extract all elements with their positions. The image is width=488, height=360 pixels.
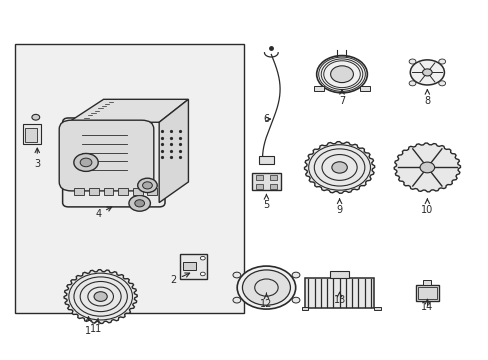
Circle shape <box>138 178 157 193</box>
Circle shape <box>438 81 445 86</box>
Bar <box>15 44 244 313</box>
Bar <box>259 156 273 164</box>
Bar <box>313 86 323 91</box>
Text: 14: 14 <box>420 299 432 312</box>
Circle shape <box>408 81 415 86</box>
Circle shape <box>32 114 40 120</box>
Circle shape <box>129 195 150 211</box>
Circle shape <box>316 55 366 93</box>
Circle shape <box>80 158 92 167</box>
Polygon shape <box>68 99 188 122</box>
Bar <box>183 262 196 270</box>
FancyBboxPatch shape <box>62 118 164 207</box>
Circle shape <box>422 69 431 76</box>
Polygon shape <box>393 143 460 192</box>
FancyBboxPatch shape <box>59 120 154 191</box>
Bar <box>180 253 206 279</box>
Text: 5: 5 <box>263 194 269 210</box>
Circle shape <box>232 272 240 278</box>
Circle shape <box>331 162 346 173</box>
Bar <box>25 128 37 142</box>
Circle shape <box>242 270 290 305</box>
Circle shape <box>330 66 353 82</box>
Text: 11: 11 <box>89 318 102 334</box>
Circle shape <box>74 153 98 171</box>
Polygon shape <box>64 270 137 323</box>
Circle shape <box>135 200 144 207</box>
Circle shape <box>200 256 205 260</box>
Text: 10: 10 <box>420 199 432 216</box>
Bar <box>255 184 262 189</box>
Circle shape <box>291 297 299 303</box>
Bar <box>360 86 369 91</box>
Circle shape <box>438 59 445 64</box>
Bar <box>305 278 373 308</box>
Polygon shape <box>304 141 374 193</box>
Circle shape <box>142 182 152 189</box>
Bar <box>423 280 430 285</box>
Circle shape <box>232 297 240 303</box>
Bar <box>269 184 276 189</box>
Circle shape <box>291 272 299 278</box>
Bar <box>255 175 262 180</box>
Bar <box>133 188 142 194</box>
Text: 3: 3 <box>34 148 40 169</box>
Polygon shape <box>159 99 188 203</box>
Bar <box>103 188 113 194</box>
Bar <box>269 175 276 180</box>
Circle shape <box>408 59 415 64</box>
Bar <box>415 285 438 301</box>
Text: 13: 13 <box>333 292 345 305</box>
Circle shape <box>94 292 107 301</box>
Bar <box>417 287 436 299</box>
Text: 8: 8 <box>424 90 429 106</box>
Text: 1: 1 <box>85 317 91 336</box>
Text: 9: 9 <box>336 199 342 216</box>
Text: 4: 4 <box>95 207 111 219</box>
Bar <box>301 307 308 310</box>
Circle shape <box>419 162 434 173</box>
Text: 7: 7 <box>338 90 345 106</box>
Bar <box>74 188 84 194</box>
Bar <box>329 271 348 278</box>
Bar <box>118 188 128 194</box>
Text: 12: 12 <box>260 293 272 309</box>
Bar <box>252 173 280 190</box>
Circle shape <box>200 272 205 276</box>
Circle shape <box>409 60 444 85</box>
Bar <box>89 188 99 194</box>
Text: 2: 2 <box>170 273 189 285</box>
Bar <box>22 125 41 144</box>
Text: 6: 6 <box>263 114 269 124</box>
Bar <box>147 188 157 194</box>
Bar <box>373 307 380 310</box>
Circle shape <box>237 266 295 309</box>
